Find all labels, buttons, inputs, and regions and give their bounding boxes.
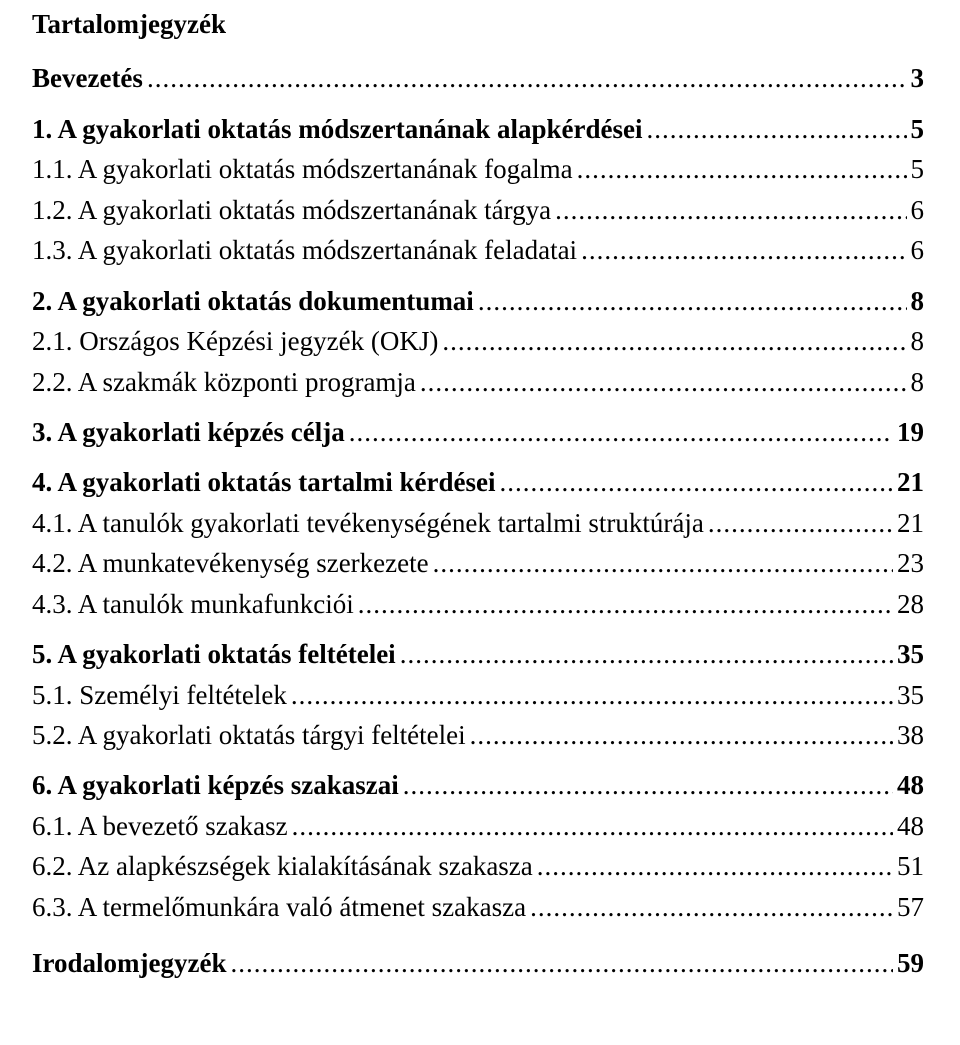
toc-entry-page: 57 [897, 889, 924, 925]
toc-leader [400, 636, 893, 672]
toc-list: Bevezetés 3 1. A gyakorlati oktatás módsze… [32, 60, 924, 981]
toc-leader [291, 677, 893, 713]
toc-entry: 5.1. Személyi feltételek 35 [32, 677, 924, 713]
toc-entry-page: 8 [911, 364, 925, 400]
toc-entry: 6. A gyakorlati képzés szakaszai 48 [32, 767, 924, 803]
toc-entry-label: 4.2. A munkatevékenység szerkezete [32, 545, 429, 581]
toc-entry-label: 4.3. A tanulók munkafunkciói [32, 586, 354, 622]
toc-entry: 4.1. A tanulók gyakorlati tevékenységéne… [32, 505, 924, 541]
toc-entry: 1.1. A gyakorlati oktatás módszertanának… [32, 151, 924, 187]
toc-leader [577, 151, 907, 187]
toc-entry-label: 6. A gyakorlati képzés szakaszai [32, 767, 399, 803]
toc-entry: Bevezetés 3 [32, 60, 924, 96]
toc-entry: 2. A gyakorlati oktatás dokumentumai 8 [32, 283, 924, 319]
toc-leader [358, 586, 893, 622]
toc-entry: 1.2. A gyakorlati oktatás módszertanának… [32, 192, 924, 228]
toc-entry-label: 6.2. Az alapkészségek kialakításának sza… [32, 848, 533, 884]
toc-leader [708, 505, 893, 541]
toc-entry-page: 6 [911, 192, 925, 228]
toc-entry-label: 1.3. A gyakorlati oktatás módszertanának… [32, 232, 577, 268]
toc-entry: 1.3. A gyakorlati oktatás módszertanának… [32, 232, 924, 268]
toc-entry-label: 2. A gyakorlati oktatás dokumentumai [32, 283, 474, 319]
toc-leader [420, 364, 907, 400]
toc-entry-page: 6 [911, 232, 925, 268]
toc-entry-page: 38 [897, 717, 924, 753]
toc-leader [581, 232, 906, 268]
toc-entry: 4. A gyakorlati oktatás tartalmi kérdése… [32, 464, 924, 500]
toc-entry-label: 5. A gyakorlati oktatás feltételei [32, 636, 396, 672]
toc-entry-page: 59 [897, 945, 924, 981]
toc-entry-label: 4. A gyakorlati oktatás tartalmi kérdése… [32, 464, 495, 500]
toc-entry: Irodalomjegyzék 59 [32, 945, 924, 981]
toc-entry-label: 2.1. Országos Képzési jegyzék (OKJ) [32, 323, 438, 359]
toc-entry-page: 21 [897, 505, 924, 541]
toc-entry-page: 8 [911, 283, 925, 319]
toc-entry-label: Irodalomjegyzék [32, 945, 226, 981]
toc-entry: 2.1. Országos Képzési jegyzék (OKJ) 8 [32, 323, 924, 359]
toc-title: Tartalomjegyzék [32, 6, 924, 42]
toc-leader [147, 60, 907, 96]
toc-leader [433, 545, 893, 581]
toc-entry-label: 1.1. A gyakorlati oktatás módszertanának… [32, 151, 573, 187]
toc-leader [442, 323, 906, 359]
toc-entry-page: 28 [897, 586, 924, 622]
toc-entry: 2.2. A szakmák központi programja 8 [32, 364, 924, 400]
toc-leader [403, 767, 893, 803]
toc-entry: 6.3. A termelőmunkára való átmenet szaka… [32, 889, 924, 925]
toc-entry-label: 4.1. A tanulók gyakorlati tevékenységéne… [32, 505, 704, 541]
toc-entry-label: 3. A gyakorlati képzés célja [32, 414, 345, 450]
toc-entry-page: 35 [897, 677, 924, 713]
toc-entry: 4.3. A tanulók munkafunkciói 28 [32, 586, 924, 622]
toc-entry-label: 2.2. A szakmák központi programja [32, 364, 416, 400]
toc-entry-label: 5.2. A gyakorlati oktatás tárgyi feltéte… [32, 717, 466, 753]
toc-entry-page: 21 [897, 464, 924, 500]
toc-leader [647, 111, 907, 147]
toc-leader [530, 889, 893, 925]
toc-leader [478, 283, 907, 319]
toc-entry: 1. A gyakorlati oktatás módszertanának a… [32, 111, 924, 147]
toc-entry-label: 5.1. Személyi feltételek [32, 677, 287, 713]
toc-leader [349, 414, 893, 450]
toc-entry-page: 5 [911, 151, 925, 187]
toc-entry-page: 19 [897, 414, 924, 450]
toc-entry-page: 48 [897, 808, 924, 844]
toc-entry: 6.2. Az alapkészségek kialakításának sza… [32, 848, 924, 884]
toc-leader [292, 808, 893, 844]
toc-entry-page: 48 [897, 767, 924, 803]
toc-entry: 3. A gyakorlati képzés célja 19 [32, 414, 924, 450]
toc-leader [499, 464, 893, 500]
toc-entry: 5. A gyakorlati oktatás feltételei 35 [32, 636, 924, 672]
toc-leader [555, 192, 906, 228]
toc-entry-page: 5 [911, 111, 925, 147]
toc-entry-label: 1.2. A gyakorlati oktatás módszertanának… [32, 192, 551, 228]
toc-entry: 4.2. A munkatevékenység szerkezete 23 [32, 545, 924, 581]
toc-leader [230, 945, 893, 981]
toc-entry-label: Bevezetés [32, 60, 143, 96]
toc-entry-label: 6.3. A termelőmunkára való átmenet szaka… [32, 889, 526, 925]
toc-leader [470, 717, 893, 753]
toc-entry-page: 23 [897, 545, 924, 581]
toc-entry-page: 8 [911, 323, 925, 359]
toc-entry-label: 6.1. A bevezető szakasz [32, 808, 288, 844]
toc-entry: 6.1. A bevezető szakasz 48 [32, 808, 924, 844]
toc-entry: 5.2. A gyakorlati oktatás tárgyi feltéte… [32, 717, 924, 753]
toc-leader [537, 848, 893, 884]
toc-entry-label: 1. A gyakorlati oktatás módszertanának a… [32, 111, 643, 147]
toc-entry-page: 3 [911, 60, 925, 96]
toc-entry-page: 35 [897, 636, 924, 672]
toc-entry-page: 51 [897, 848, 924, 884]
